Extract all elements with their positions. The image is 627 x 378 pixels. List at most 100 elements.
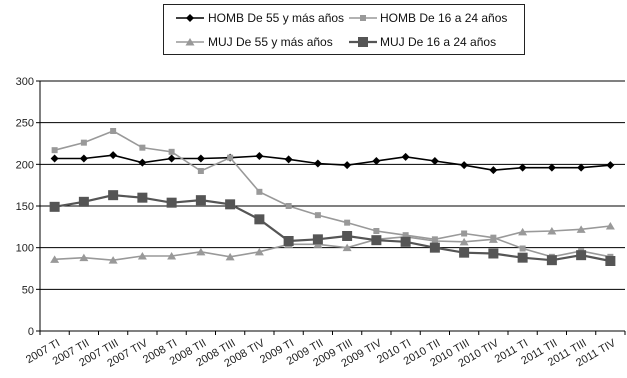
diamond-marker bbox=[547, 163, 556, 172]
legend-swatch bbox=[349, 15, 377, 21]
square-marker bbox=[166, 197, 177, 208]
legend-label: MUJ De 16 a 24 años bbox=[380, 35, 497, 49]
series-line bbox=[54, 130, 611, 258]
square-marker bbox=[461, 230, 468, 237]
square-marker bbox=[197, 168, 204, 174]
gridlines bbox=[40, 80, 625, 290]
triangle-marker bbox=[79, 253, 89, 262]
series-layer bbox=[49, 128, 616, 266]
diamond-marker bbox=[186, 14, 194, 22]
square-marker bbox=[254, 214, 265, 225]
triangle-marker bbox=[459, 237, 469, 246]
diamond-marker bbox=[460, 161, 469, 170]
square-marker bbox=[168, 148, 175, 155]
axes bbox=[36, 80, 626, 335]
y-tick-label: 100 bbox=[16, 243, 34, 255]
diamond-marker bbox=[196, 154, 205, 163]
square-marker bbox=[49, 201, 60, 212]
square-marker bbox=[576, 250, 587, 261]
diamond-marker bbox=[138, 158, 147, 167]
square-marker bbox=[373, 228, 380, 234]
diamond-marker bbox=[401, 152, 410, 161]
y-tick-label: 150 bbox=[16, 201, 34, 213]
legend-label: HOMB De 16 a 24 años bbox=[380, 11, 508, 25]
legend-swatch bbox=[176, 14, 204, 22]
triangle-marker bbox=[547, 227, 557, 235]
square-marker bbox=[360, 15, 366, 21]
square-marker bbox=[371, 235, 382, 246]
triangle-marker bbox=[225, 252, 235, 261]
square-marker bbox=[488, 248, 499, 259]
square-marker bbox=[546, 255, 557, 266]
legend: HOMB De 55 y más años HOMB De 16 a 24 año… bbox=[163, 4, 525, 55]
square-marker bbox=[342, 231, 353, 241]
y-tick-label: 300 bbox=[16, 76, 34, 88]
square-marker bbox=[429, 242, 440, 253]
square-marker bbox=[314, 212, 321, 219]
legend-label: MUJ De 55 y más años bbox=[208, 35, 333, 49]
square-marker bbox=[78, 196, 89, 207]
legend-label: HOMB De 55 y más años bbox=[208, 11, 345, 25]
y-tick-label: 250 bbox=[16, 118, 34, 130]
square-marker bbox=[51, 147, 58, 154]
y-tick-label: 50 bbox=[22, 284, 34, 296]
legend-swatch bbox=[176, 38, 204, 46]
diamond-marker bbox=[167, 154, 176, 163]
diamond-marker bbox=[489, 166, 498, 175]
diamond-marker bbox=[518, 163, 527, 172]
triangle-marker bbox=[50, 255, 60, 263]
triangle-marker bbox=[196, 247, 206, 256]
diamond-marker bbox=[255, 152, 264, 160]
square-marker bbox=[195, 195, 206, 206]
triangle-marker bbox=[576, 225, 586, 233]
y-tick-labels: 0 50 100 150 200 250 300 bbox=[16, 76, 34, 338]
triangle-marker bbox=[342, 243, 352, 252]
square-marker bbox=[358, 37, 368, 47]
triangle-marker bbox=[254, 247, 264, 256]
square-marker bbox=[459, 247, 470, 258]
square-marker bbox=[519, 245, 526, 252]
square-marker bbox=[110, 128, 117, 134]
square-marker bbox=[225, 199, 236, 210]
square-marker bbox=[344, 219, 351, 226]
diamond-marker bbox=[606, 161, 615, 170]
diamond-marker bbox=[109, 151, 118, 160]
square-marker bbox=[285, 203, 292, 209]
triangle-marker bbox=[108, 256, 118, 264]
square-marker bbox=[605, 256, 616, 266]
triangle-marker bbox=[185, 38, 195, 46]
triangle-marker bbox=[137, 252, 147, 260]
triangle-marker bbox=[488, 235, 498, 243]
series-line bbox=[54, 194, 611, 263]
series-1 bbox=[50, 151, 615, 175]
y-tick-label: 200 bbox=[16, 159, 34, 171]
triangle-marker bbox=[167, 252, 177, 260]
triangle-marker bbox=[430, 237, 440, 245]
square-marker bbox=[227, 154, 234, 161]
diamond-marker bbox=[343, 161, 352, 170]
diamond-marker bbox=[284, 155, 293, 164]
square-marker bbox=[283, 236, 294, 246]
diamond-marker bbox=[372, 157, 381, 165]
triangle-marker bbox=[605, 222, 615, 230]
square-marker bbox=[108, 190, 119, 201]
square-marker bbox=[80, 139, 87, 146]
diamond-marker bbox=[577, 163, 586, 172]
square-marker bbox=[139, 144, 146, 151]
diamond-marker bbox=[313, 159, 322, 168]
series-line bbox=[54, 225, 611, 261]
legend-swatch bbox=[349, 37, 377, 47]
square-marker bbox=[137, 192, 148, 203]
series-4 bbox=[49, 190, 616, 266]
diamond-marker bbox=[50, 154, 59, 163]
series-line bbox=[54, 154, 611, 171]
diamond-marker bbox=[430, 157, 439, 165]
square-marker bbox=[312, 234, 323, 245]
triangle-marker bbox=[518, 227, 528, 236]
square-marker bbox=[400, 236, 411, 247]
square-marker bbox=[256, 188, 263, 195]
square-marker bbox=[517, 252, 528, 263]
series-2 bbox=[51, 128, 614, 260]
